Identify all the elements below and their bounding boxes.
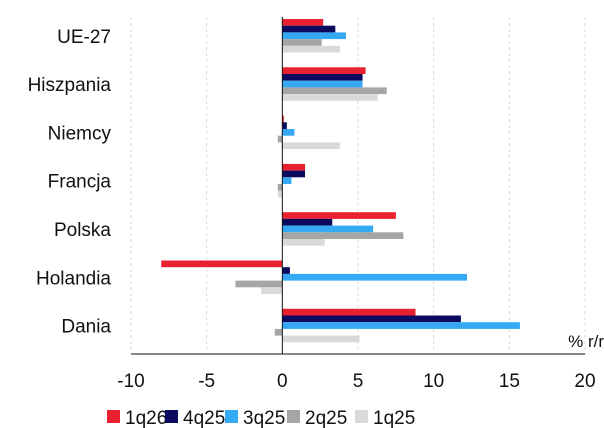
bar — [274, 328, 283, 336]
bar — [282, 315, 461, 323]
unit-label: % r/r — [568, 332, 604, 351]
bar — [282, 335, 360, 343]
bars — [161, 19, 520, 343]
category-label: Niemcy — [48, 123, 112, 144]
category-label: Polska — [54, 220, 111, 241]
legend-swatch — [165, 410, 178, 423]
gridlines — [130, 17, 586, 354]
legend-label: 2q25 — [305, 408, 347, 428]
legend: 1q26 4q25 3q25 2q25 1q25 — [107, 408, 415, 428]
bar — [282, 267, 290, 274]
bar — [282, 129, 295, 136]
bar — [282, 218, 333, 226]
category-labels: UE-27 Hiszpania Niemcy Francja Polska Holandi… — [28, 27, 112, 338]
legend-label: 3q25 — [243, 408, 285, 428]
bar — [282, 142, 340, 150]
bar — [282, 232, 404, 239]
bar — [282, 212, 396, 219]
legend-label: 1q25 — [373, 408, 415, 428]
bar — [282, 80, 363, 88]
x-tick-label: 10 — [423, 371, 444, 392]
legend-swatch — [287, 410, 300, 423]
category-label: Dania — [61, 317, 111, 338]
x-tick-label: 0 — [277, 371, 288, 392]
x-tick-label: -10 — [117, 371, 144, 392]
bar — [282, 45, 340, 53]
legend-label: 4q25 — [183, 408, 225, 428]
category-label: UE-27 — [57, 27, 111, 48]
bar — [282, 177, 292, 184]
legend-swatch — [107, 410, 120, 423]
category-label: Hiszpania — [28, 75, 112, 96]
bar — [282, 163, 306, 171]
category-label: Holandia — [36, 268, 111, 289]
bar — [282, 308, 416, 316]
x-tick-label: 5 — [353, 371, 364, 392]
category-label: Francja — [48, 172, 112, 193]
legend-swatch — [225, 410, 238, 423]
bar — [282, 25, 336, 33]
bar — [282, 115, 284, 123]
bar — [161, 260, 283, 268]
x-tick-labels: -10 -5 0 5 10 15 20 — [117, 371, 595, 392]
legend-label: 1q26 — [125, 408, 167, 428]
bar — [282, 32, 346, 40]
bar — [282, 19, 324, 26]
x-tick-label: 15 — [499, 371, 520, 392]
bar — [282, 67, 366, 74]
bar — [282, 273, 467, 281]
bar — [282, 170, 306, 178]
bar — [282, 322, 520, 329]
bar — [282, 87, 387, 95]
bar — [282, 94, 378, 101]
x-tick-label: 20 — [574, 371, 595, 392]
bar — [282, 74, 363, 81]
bar — [277, 184, 283, 191]
axes — [131, 17, 585, 355]
bar — [282, 39, 322, 46]
bar — [282, 239, 325, 246]
legend-swatch — [355, 410, 368, 423]
bar — [235, 280, 283, 288]
bar — [277, 135, 283, 143]
bar — [261, 287, 283, 294]
bar — [277, 190, 283, 198]
x-tick-label: -5 — [198, 371, 215, 392]
bar — [282, 225, 374, 233]
bar — [282, 122, 287, 129]
